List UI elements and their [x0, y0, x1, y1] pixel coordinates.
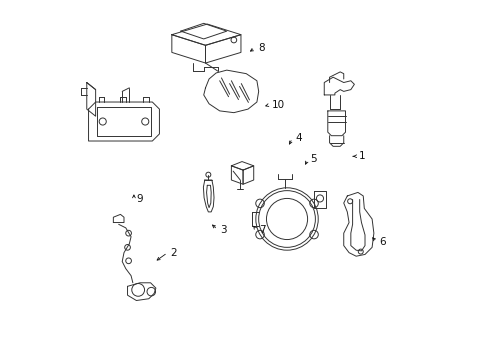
Text: 3: 3	[220, 225, 226, 235]
Text: 1: 1	[358, 151, 365, 161]
Text: 2: 2	[170, 248, 177, 258]
Text: 10: 10	[272, 100, 285, 110]
Text: 6: 6	[378, 237, 385, 247]
Text: 4: 4	[295, 133, 301, 143]
Text: 7: 7	[259, 225, 265, 235]
Text: 9: 9	[137, 194, 143, 204]
Text: 5: 5	[310, 154, 316, 165]
Text: 8: 8	[258, 43, 264, 53]
